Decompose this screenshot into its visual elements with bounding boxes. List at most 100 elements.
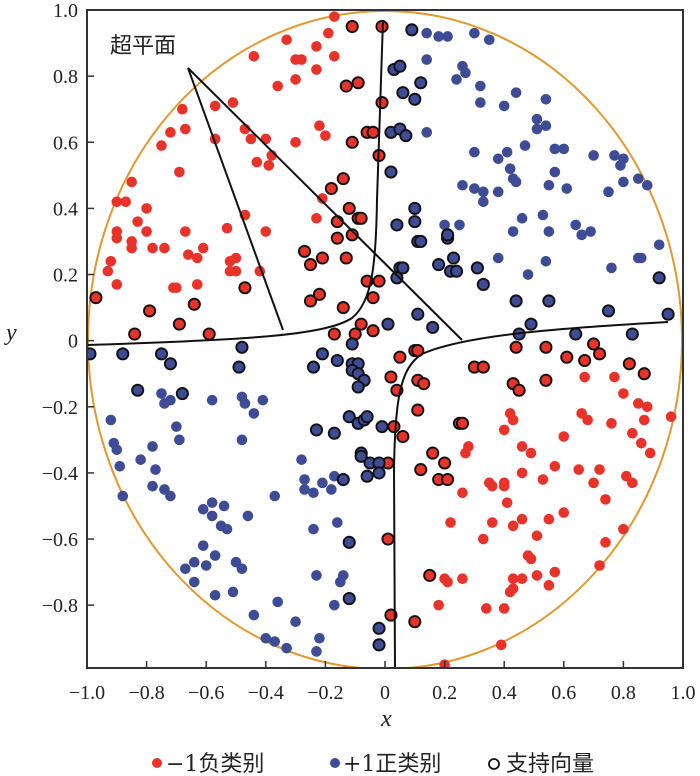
annotation-pointer-line-2 [187,67,463,341]
negative-support-vector [345,135,359,149]
annotation-pointer-line-1 [187,67,284,331]
negative-support-vector [172,317,186,331]
positive-point [519,140,531,151]
negative-point [156,140,167,151]
positive-point [311,570,322,581]
negative-support-vector [143,304,157,318]
positive-support-vector [414,234,428,249]
negative-support-vector [336,172,350,186]
negative-point [460,447,471,459]
negative-point [260,226,272,237]
positive-point [439,219,450,231]
positive-point [290,616,301,628]
positive-support-vector [408,201,422,215]
x-axis-ticks: −1.0 −0.8 −0.6 −0.4 −0.2 0 0.2 0.4 0.6 0.8 1.0 [69,661,696,704]
positive-point [478,186,489,198]
negative-point [329,50,340,62]
positive-support-vector [432,258,446,272]
negative-support-vector [396,429,410,444]
positive-support-vector [372,621,386,635]
negative-point [180,226,191,237]
negative-support-vector [315,251,329,265]
annotation-hyperplane: 超平面 [110,34,176,59]
negative-point [606,418,617,429]
negative-support-vector [539,340,553,354]
negative-point [573,464,584,475]
negative-point [224,255,236,267]
positive-point [188,556,200,568]
positive-point [269,490,281,502]
negative-point [105,255,117,267]
negative-point [627,477,638,489]
positive-support-vector [336,472,350,487]
positive-point [498,100,510,112]
negative-point [171,282,182,294]
negative-point [588,477,599,489]
negative-support-vector [339,251,353,265]
negative-point [507,520,519,532]
positive-support-vector [360,410,374,424]
positive-support-vector [235,340,249,354]
positive-support-vector [372,466,386,480]
positive-point [492,186,504,198]
negative-point [290,136,301,148]
negative-point [248,50,260,62]
negative-support-vector [381,532,395,546]
negative-support-vector [476,360,490,374]
positive-point [296,454,307,465]
positive-point [540,120,552,132]
negative-support-vector [330,231,344,245]
negative-point [126,176,137,188]
positive-support-vector [342,592,356,606]
y-tick-label: −0.8 [42,595,78,617]
negative-support-vector [366,125,380,139]
positive-support-vector [569,327,583,341]
negative-point [516,467,528,479]
positive-point [311,646,322,657]
negative-point [495,639,507,651]
negative-support-vector [303,258,318,272]
positive-point [588,150,599,161]
positive-point [454,219,465,231]
positive-point [218,500,230,512]
positive-point [147,480,158,492]
negative-point [516,441,528,452]
negative-support-vector [426,446,440,460]
negative-point [311,41,322,52]
negative-support-vector [324,182,338,196]
negative-support-vector [345,228,359,242]
negative-point [320,130,331,141]
positive-point [269,636,281,647]
x-tick-label: 0.2 [432,682,457,704]
positive-point [540,93,552,105]
y-tick-label: 0.6 [53,132,78,154]
negative-point [272,80,284,92]
positive-point [531,123,543,135]
negative-support-vector [366,324,380,338]
positive-point [421,27,433,39]
y-tick-label: −0.4 [42,463,78,485]
legend: −1负类别 +1正类别 支持向量 [152,752,594,776]
positive-support-vector [87,347,97,361]
negative-point [183,249,194,260]
positive-point [635,252,647,264]
negative-point [525,553,537,565]
negative-support-vector [89,291,103,305]
x-tick-label: 0.4 [492,682,517,704]
positive-point [421,127,433,138]
positive-point [326,484,337,495]
negative-point [102,265,114,277]
positive-support-vector [661,307,675,321]
positive-point [469,183,480,194]
negative-point [111,196,123,208]
positive-point [549,166,561,178]
positive-support-vector [306,360,321,374]
negative-support-vector [384,370,398,384]
positive-point [257,394,269,406]
x-tick-label: 0 [380,682,390,704]
positive-point [618,176,629,188]
positive-point [603,186,614,198]
negative-point [296,54,307,65]
negative-point [442,576,453,588]
positive-point [248,609,260,621]
